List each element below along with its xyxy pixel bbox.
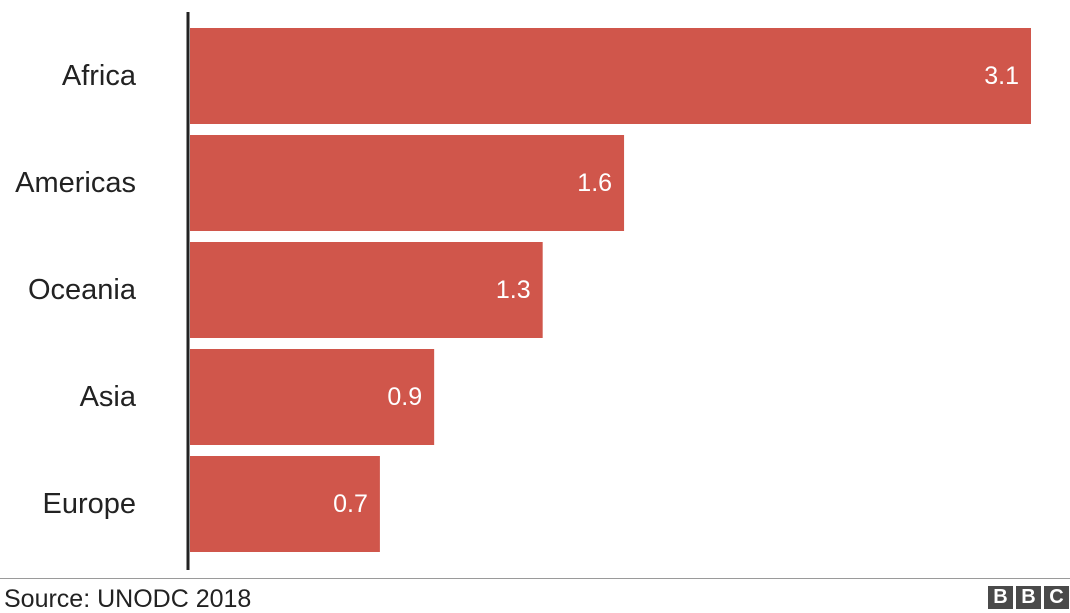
value-label-oceania: 1.3 bbox=[496, 276, 531, 304]
value-label-europe: 0.7 bbox=[333, 490, 368, 518]
bar-americas bbox=[190, 135, 625, 231]
category-label-asia: Asia bbox=[80, 381, 137, 413]
category-label-americas: Americas bbox=[15, 167, 136, 199]
value-label-americas: 1.6 bbox=[577, 169, 612, 197]
value-label-africa: 3.1 bbox=[984, 62, 1019, 90]
chart: Africa 3.1 Americas 1.6 Oceania 1.3 Asia 0.9 Eur… bbox=[15, 12, 1031, 570]
source-note: Source: UNODC 2018 bbox=[4, 585, 252, 613]
bar-oceania bbox=[190, 242, 543, 338]
bbc-logo: B B C bbox=[988, 586, 1069, 609]
bbc-logo-letter-3: C bbox=[1044, 586, 1069, 609]
category-label-europe: Europe bbox=[42, 488, 136, 520]
bar-africa bbox=[190, 28, 1031, 124]
bars-group: Africa 3.1 Americas 1.6 Oceania 1.3 Asia 0.9 Eur… bbox=[15, 28, 1031, 552]
bbc-logo-letter-1: B bbox=[988, 586, 1013, 609]
value-label-asia: 0.9 bbox=[387, 383, 422, 411]
bar-asia bbox=[190, 349, 435, 445]
category-label-africa: Africa bbox=[62, 60, 137, 92]
bbc-logo-letter-2: B bbox=[1016, 586, 1041, 609]
footer-divider bbox=[0, 578, 1070, 579]
category-label-oceania: Oceania bbox=[28, 274, 137, 306]
bar-europe bbox=[190, 456, 380, 552]
